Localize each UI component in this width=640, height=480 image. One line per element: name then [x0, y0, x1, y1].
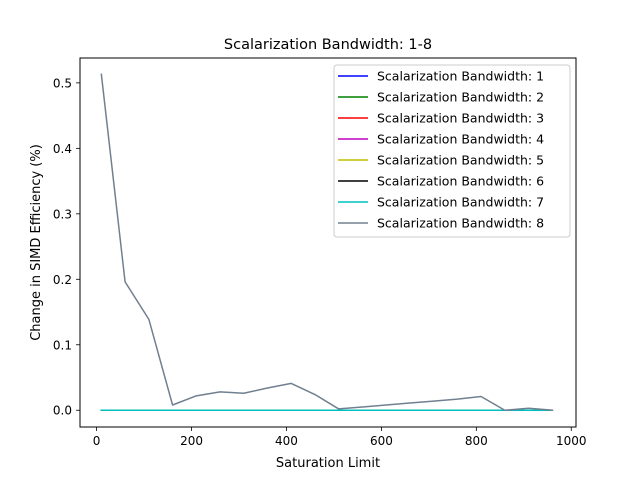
y-tick-label: 0.0 [53, 404, 72, 418]
y-tick-label: 0.4 [53, 142, 72, 156]
legend-label-7: Scalarization Bandwidth: 7 [377, 195, 544, 210]
x-tick-label: 400 [275, 434, 298, 448]
legend-label-1: Scalarization Bandwidth: 1 [377, 69, 544, 84]
x-tick-label: 600 [370, 434, 393, 448]
series-line-8 [100, 73, 554, 412]
x-tick-label: 0 [93, 434, 101, 448]
y-tick-label: 0.5 [53, 76, 72, 90]
legend-label-3: Scalarization Bandwidth: 3 [377, 111, 544, 126]
legend-label-6: Scalarization Bandwidth: 6 [377, 174, 544, 189]
legend: Scalarization Bandwidth: 1 Scalarization … [333, 64, 571, 238]
chart-title: Scalarization Bandwidth: 1-8 [224, 37, 432, 53]
plot-frame [79, 57, 577, 428]
legend-box [333, 64, 571, 238]
y-tick-label: 0.1 [53, 338, 72, 352]
legend-label-4: Scalarization Bandwidth: 4 [377, 132, 544, 147]
legend-label-8: Scalarization Bandwidth: 8 [377, 216, 544, 231]
legend-label-2: Scalarization Bandwidth: 2 [377, 90, 544, 105]
x-tick-label: 1000 [556, 434, 587, 448]
x-tick-label: 200 [180, 434, 203, 448]
x-tick-label: 800 [465, 434, 488, 448]
y-tick-label: 0.2 [53, 273, 72, 287]
x-axis-label: Saturation Limit [276, 456, 380, 471]
legend-label-5: Scalarization Bandwidth: 5 [377, 153, 544, 168]
y-axis-label: Change in SIMD Efficiency (%) [29, 144, 44, 341]
y-tick-label: 0.3 [53, 207, 72, 221]
